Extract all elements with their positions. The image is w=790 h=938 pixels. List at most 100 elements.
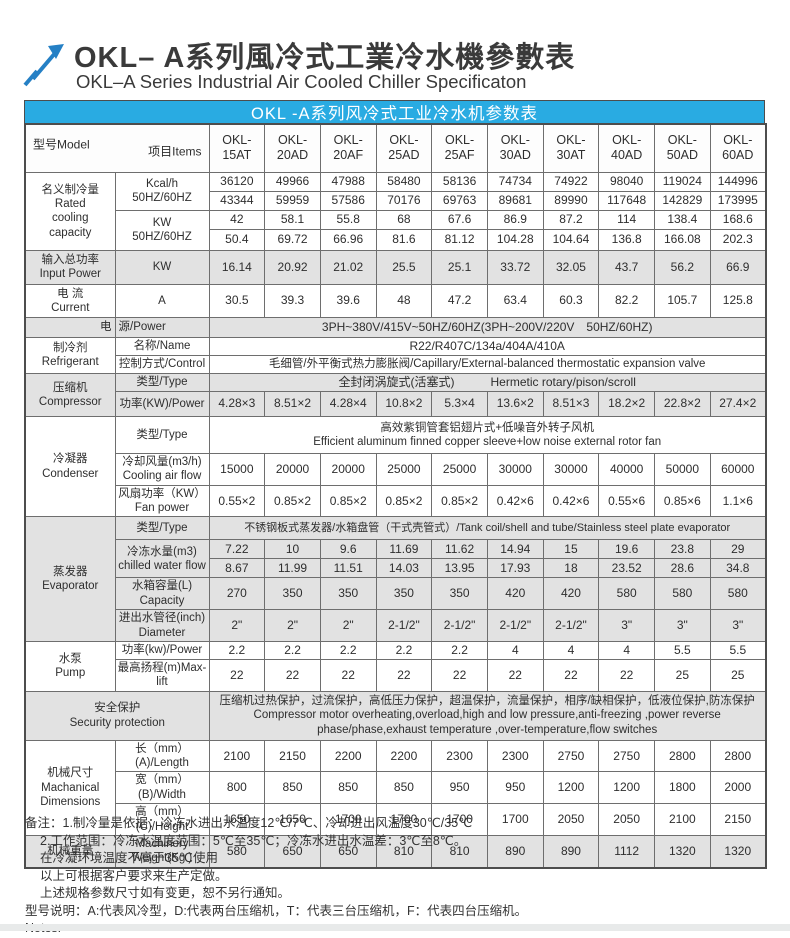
value-cell: 173995 — [709, 190, 767, 211]
value-cell: 69.72 — [264, 228, 321, 251]
value-cell: 43.7 — [598, 249, 655, 285]
table-title: OKL -A系列风冷式工业冷水机参数表 — [251, 105, 538, 123]
value-cell: 800 — [208, 771, 266, 805]
row-condenser-fan-power: 风扇功率（KW） Fan power 0.55×2 0.85×2 0.85×2 0.8… — [25, 484, 767, 518]
value-cell: 11.99 — [264, 558, 321, 579]
value-cell: 104.28 — [486, 228, 544, 251]
value-cell: 48 — [375, 283, 433, 318]
spec-table-container: 型号Model 项目Items OKL- 15AT OKL- 20AD OKL- 2… — [24, 123, 767, 869]
value-cell: 1800 — [654, 771, 711, 805]
value-cell: 55.8 — [319, 209, 377, 230]
value-cell: 66.96 — [319, 228, 377, 251]
value-cell: 2-1/2" — [486, 609, 544, 642]
value-cell: 2050 — [598, 803, 655, 836]
value-cell: 19.6 — [598, 539, 655, 560]
row-evaporator-type: 蒸发器 Evaporator 类型/Type 不锈钢板式蒸发器/水箱盘管（干式壳… — [24, 516, 767, 642]
value-cell: 14.03 — [375, 558, 433, 579]
note-line: 上述规格参数尺寸如有变更，恕不另行通知。 — [40, 886, 291, 900]
notes-block: 备注：1.制冷量是依据：冷冻水进出水温度12℃/7℃、冷却进出风温度30℃/35… — [25, 815, 527, 938]
row-cooling-kcal-50hz: 名义制冷量 Rated cooling capacity Kcal/h 50HZ… — [24, 171, 767, 251]
value-cell: 22 — [431, 658, 488, 692]
value-cell: 2750 — [598, 739, 655, 773]
value-cell: 2" — [208, 609, 266, 642]
value-cell: 119024 — [654, 171, 711, 192]
value-cell: 39.6 — [319, 283, 377, 318]
value-cell: 25 — [654, 658, 711, 692]
value-cell: 7.22 — [208, 539, 266, 560]
item-label-condenser-type: 类型/Type — [114, 415, 210, 454]
value-cell: 202.3 — [709, 228, 767, 251]
item-label-compressor-type: 类型/Type — [114, 372, 210, 392]
value-cell: 114 — [598, 209, 655, 230]
value-cell: 66.9 — [709, 249, 767, 285]
value-cell: 810 — [375, 834, 433, 869]
value-cell: 2150 — [264, 739, 321, 773]
value-cell: 22.8×2 — [654, 390, 711, 417]
row-evaporator-capacity: 水箱容量(L) Capacity 270 350 350 350 350 420 420 58… — [25, 577, 767, 611]
value-cell: 580 — [654, 577, 711, 611]
note-line: 在冷凝环境温度不高于35℃使用 — [40, 851, 218, 865]
note-line: 以上可根据客户要求来生产定做。 — [40, 868, 228, 883]
value-cell: 2.2 — [208, 640, 266, 660]
value-cell: 1700 — [431, 803, 488, 836]
model-header-cell: OKL- 40AD — [598, 123, 655, 173]
value-cell: 60000 — [709, 452, 767, 486]
value-cell: 81.12 — [431, 228, 488, 251]
model-header-cell: OKL- 15AT — [208, 123, 266, 173]
value-cell: 270 — [208, 577, 266, 611]
value-cell: 2.2 — [375, 640, 433, 660]
value-cell: 2800 — [654, 739, 711, 773]
page-title: OKL– A系列風冷式工業冷水機參數表 — [74, 42, 576, 74]
refrigerant-name-value: R22/R407C/134a/404A/410A — [208, 336, 767, 356]
value-cell: 25000 — [375, 452, 433, 486]
value-cell: 350 — [431, 577, 488, 611]
value-cell: 11.62 — [431, 539, 488, 560]
value-cell: 22 — [598, 658, 655, 692]
value-cell: 420 — [486, 577, 544, 611]
group-label-evaporator: 蒸发器 Evaporator — [24, 516, 116, 642]
note-line: 备注：1.制冷量是依据：冷冻水进出水温度12℃/7℃、冷却进出风温度30℃/35… — [25, 816, 473, 830]
value-cell: 40000 — [598, 452, 655, 486]
value-cell: 580 — [208, 834, 266, 869]
item-label-refrigerant-control: 控制方式/Control — [114, 354, 210, 374]
value-cell: 104.64 — [542, 228, 600, 251]
item-label-evaporator-capacity: 水箱容量(L) Capacity — [114, 577, 210, 611]
value-cell: 168.6 — [709, 209, 767, 230]
value-cell: 950 — [486, 771, 544, 805]
value-cell: 39.3 — [264, 283, 321, 318]
value-cell: 69763 — [431, 190, 488, 211]
value-cell: 4 — [486, 640, 544, 660]
value-cell: 86.9 — [486, 209, 544, 230]
value-cell: 59959 — [264, 190, 321, 211]
value-cell: 58480 — [375, 171, 433, 192]
item-label-current-unit: A — [114, 283, 210, 318]
value-cell: 2100 — [654, 803, 711, 836]
group-label-security: 安全保护 Security protection — [24, 690, 210, 741]
power-supply-label-left: 电 — [24, 316, 116, 338]
value-cell: 0.42×6 — [486, 484, 544, 518]
group-label-cooling: 名义制冷量 Rated cooling capacity — [24, 171, 116, 251]
value-cell: 1320 — [654, 834, 711, 869]
model-header-cell: OKL- 60AD — [709, 123, 767, 173]
value-cell: 27.4×2 — [709, 390, 767, 417]
value-cell: 1700 — [375, 803, 433, 836]
value-cell: 0.85×2 — [319, 484, 377, 518]
item-label-compressor-power: 功率(KW)/Power — [114, 390, 210, 417]
model-header-row: 型号Model 项目Items OKL- 15AT OKL- 20AD OKL- 2… — [24, 123, 767, 173]
group-label-input-power: 输入总功率 Input Power — [24, 249, 116, 285]
row-evaporator-flow-60hz: 8.67 11.99 11.51 14.03 13.95 17.93 18 23.52 28.6… — [25, 558, 767, 579]
value-cell: 138.4 — [654, 209, 711, 230]
value-cell: 22 — [375, 658, 433, 692]
item-label-condenser-airflow: 冷却风量(m3/h) Cooling air flow — [114, 452, 210, 486]
row-pump-max-lift: 最高扬程(m)Max-lift 22 22 22 22 22 22 22 22 25 25 — [25, 658, 767, 692]
value-cell: 9.6 — [319, 539, 377, 560]
row-power-supply: 电 源/Power 3PH~380V/415V~50HZ/60HZ(3PH~20… — [24, 316, 767, 338]
value-cell: 56.2 — [654, 249, 711, 285]
value-cell: 117648 — [598, 190, 655, 211]
group-label-weight: 机械重量 — [24, 834, 116, 869]
value-cell: 350 — [264, 577, 321, 611]
value-cell: 60.3 — [542, 283, 600, 318]
value-cell: 890 — [542, 834, 600, 869]
value-cell: 580 — [709, 577, 767, 611]
value-cell: 4.28×3 — [208, 390, 266, 417]
